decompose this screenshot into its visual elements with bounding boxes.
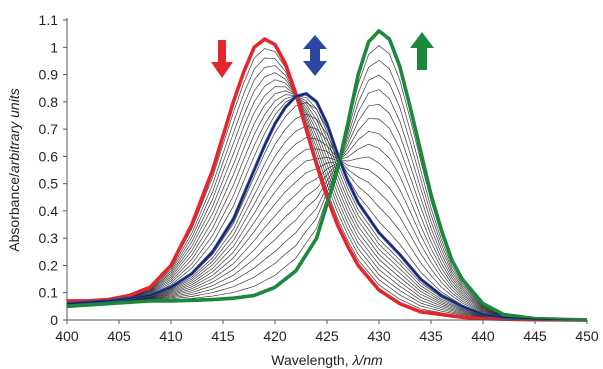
- green-final-spectrum-line: [66, 29, 588, 322]
- x-axis-title-main: Wavelength,: [271, 352, 352, 368]
- blue-up-down-arrow-icon: [303, 35, 327, 76]
- y-tick-label: 0.2: [39, 257, 59, 273]
- red-down-arrow-icon: [211, 40, 233, 78]
- y-tick-label: 0.4: [39, 203, 59, 219]
- trend-arrows: [211, 32, 434, 78]
- axes: 400 405 410 415 420 425 430 435 440 445 450 0 0.1 0.2…: [39, 12, 599, 344]
- intermediate-spectrum-line: [66, 102, 588, 321]
- y-tick-label: 1.1: [39, 12, 59, 28]
- y-tick-label: 0.5: [39, 176, 59, 192]
- x-tick-label: 400: [55, 328, 79, 344]
- highlighted-spectra: [66, 29, 588, 322]
- y-axis-title-unit: arbitrary units: [6, 88, 22, 173]
- x-tick-label: 435: [419, 328, 443, 344]
- x-axis-title-unit: λ/nm: [351, 352, 383, 368]
- y-tick-label: 0.8: [39, 94, 59, 110]
- x-tick-label: 450: [575, 328, 599, 344]
- x-tick-label: 440: [471, 328, 495, 344]
- y-tick-label: 1: [50, 39, 58, 55]
- x-tick-label: 420: [263, 328, 287, 344]
- blue-spectrum-core-line: [66, 93, 588, 321]
- x-tick-label: 445: [523, 328, 547, 344]
- red-initial-spectrum-line: [67, 37, 588, 322]
- green-up-arrow-icon: [410, 32, 434, 70]
- x-tick-label: 430: [367, 328, 391, 344]
- y-tick-label: 0.7: [39, 121, 59, 137]
- y-tick-label: 0.3: [39, 230, 59, 246]
- y-tick-label: 0.9: [39, 67, 59, 83]
- intermediate-spectra: [66, 45, 588, 321]
- x-tick-label: 405: [107, 328, 131, 344]
- intermediate-spectrum-line: [66, 57, 588, 321]
- x-tick-label: 425: [315, 328, 339, 344]
- x-tick-label: 415: [211, 328, 235, 344]
- y-tick-label: 0.6: [39, 148, 59, 164]
- y-tick-label: 0: [50, 312, 58, 328]
- y-axis-title-main: Absorbance/: [6, 173, 22, 252]
- y-tick-label: 0.1: [39, 285, 59, 301]
- y-axis-title: Absorbance/arbitrary units: [6, 88, 22, 251]
- intermediate-spectrum-line: [66, 45, 588, 321]
- x-axis-title: Wavelength, λ/nm: [271, 352, 383, 368]
- x-tick-label: 410: [159, 328, 183, 344]
